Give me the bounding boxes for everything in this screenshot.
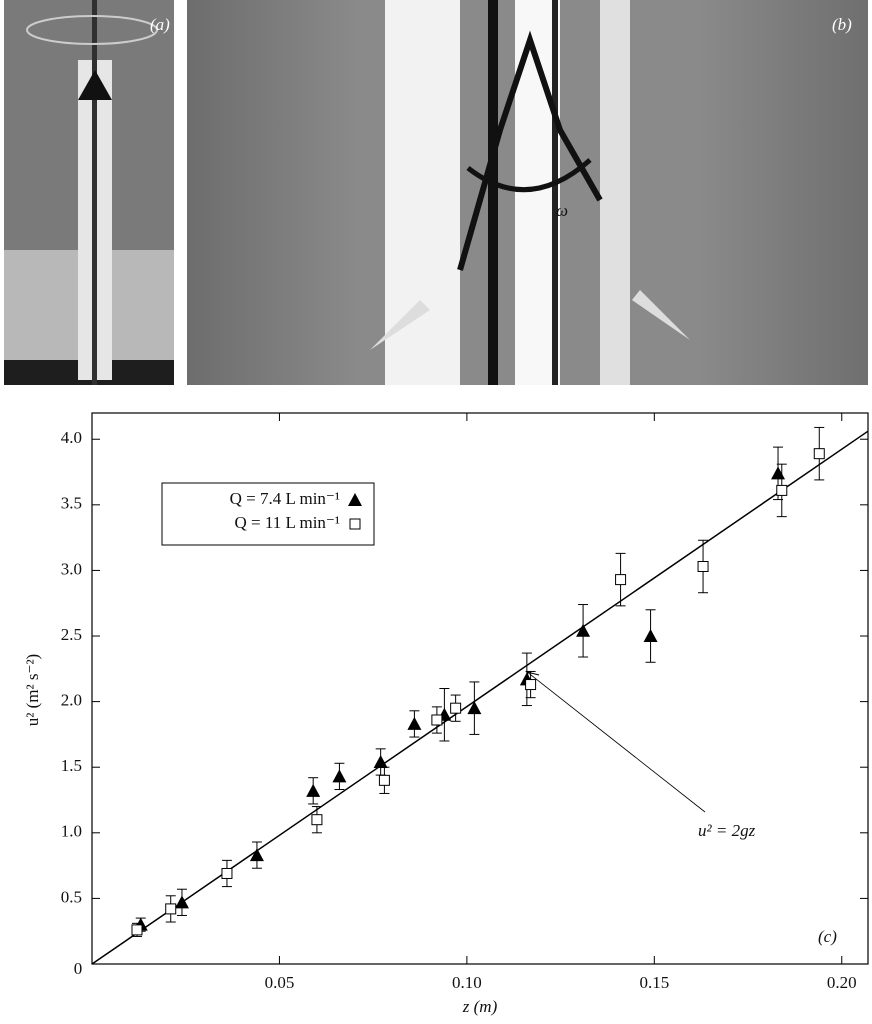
x-tick-label: 0.05	[265, 973, 295, 992]
x-tick-label: 0.20	[827, 973, 857, 992]
marker-triangle	[407, 716, 422, 730]
marker-triangle	[467, 701, 482, 715]
marker-square	[615, 574, 627, 586]
marker-square	[378, 774, 390, 786]
marker-square	[311, 814, 323, 826]
marker-triangle	[373, 754, 388, 768]
y-tick-label: 2.0	[61, 691, 82, 710]
panel-label: (a)	[150, 15, 170, 34]
photo-annotation: ω	[556, 201, 568, 220]
y-tick-label: 2.5	[61, 625, 82, 644]
y-tick-label: 0.5	[61, 887, 82, 906]
marker-triangle	[643, 629, 658, 643]
legend	[161, 482, 375, 546]
marker-square	[813, 448, 825, 460]
x-tick-label: 0.10	[452, 973, 482, 992]
photo-b	[187, 0, 868, 385]
annotation: u² = 2gz	[698, 821, 756, 840]
marker-square	[450, 702, 462, 714]
panel-label: (b)	[832, 15, 852, 34]
marker-triangle	[249, 848, 264, 862]
plot-frame	[91, 412, 869, 965]
x-axis-label: z (m)	[462, 997, 498, 1016]
legend-marker	[349, 518, 361, 530]
marker-triangle	[332, 769, 347, 783]
origin-label: 0	[74, 959, 83, 978]
marker-triangle	[576, 623, 591, 637]
marker-square	[776, 484, 788, 496]
marker-triangle	[771, 466, 786, 480]
photo-a	[4, 0, 174, 385]
reference-line	[91, 430, 869, 965]
marker-square	[131, 924, 143, 936]
annotation-arrow	[526, 671, 706, 813]
marker-square	[165, 903, 177, 915]
x-tick-label: 0.15	[639, 973, 669, 992]
marker-triangle	[174, 895, 189, 909]
marker-square	[697, 560, 709, 572]
marker-square	[431, 714, 443, 726]
marker-square	[221, 867, 233, 879]
marker-triangle	[306, 783, 321, 797]
legend-label: Q = 11 L min⁻¹	[234, 513, 340, 532]
y-tick-label: 4.0	[61, 428, 82, 447]
legend-marker	[348, 493, 362, 506]
y-tick-label: 1.5	[61, 756, 82, 775]
panel-label: (c)	[818, 927, 837, 946]
y-axis-label: u² (m² s⁻²)	[23, 654, 42, 726]
legend-label: Q = 7.4 L min⁻¹	[230, 489, 340, 508]
y-tick-label: 3.0	[61, 559, 82, 578]
y-tick-label: 1.0	[61, 822, 82, 841]
y-tick-label: 3.5	[61, 494, 82, 513]
marker-square	[525, 679, 537, 691]
